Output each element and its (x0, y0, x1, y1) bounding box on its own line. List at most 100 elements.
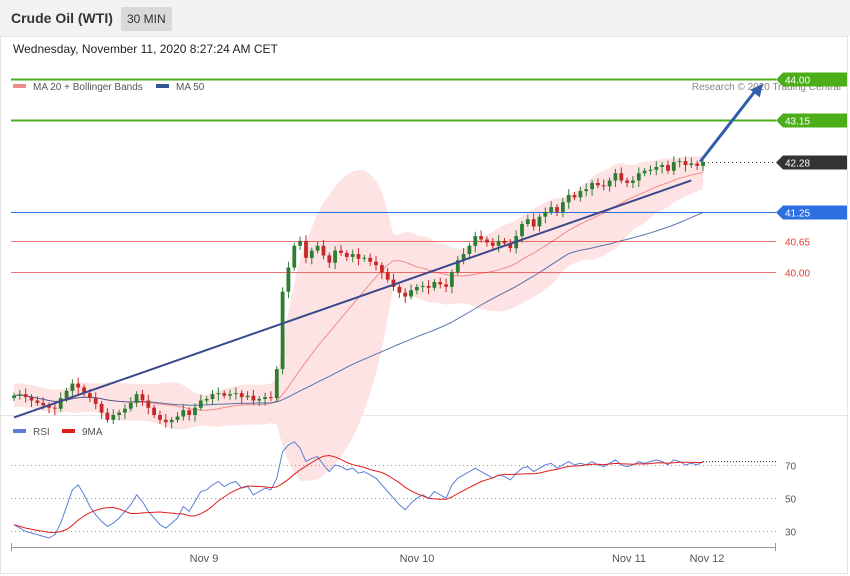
candle-body (117, 412, 121, 415)
candle-body (158, 415, 162, 420)
candle-body (543, 211, 548, 217)
candle-body (490, 242, 495, 246)
candle-body (152, 407, 156, 415)
candle-body (187, 410, 192, 415)
candle-body (689, 163, 694, 165)
candle-body (198, 400, 203, 408)
legend-label: MA 20 + Bollinger Bands (33, 82, 143, 93)
candle-body (566, 195, 571, 203)
rsi-tick-label: 70 (785, 462, 797, 473)
candle-body (590, 182, 594, 190)
candle-body (181, 410, 186, 417)
candle-body (420, 285, 425, 287)
legend-label: MA 50 (176, 82, 205, 93)
candle-body (315, 245, 320, 251)
candle-body (239, 393, 244, 398)
candle-body (146, 400, 151, 408)
candle-body (64, 390, 69, 399)
rsi-legend-swatch (62, 429, 75, 433)
candle-body (397, 286, 402, 293)
candle-body (304, 240, 308, 258)
target-level-label: 44.00 (785, 76, 810, 87)
candle-body (321, 245, 326, 256)
candle-body (298, 240, 302, 246)
x-tick-label: Nov 11 (612, 553, 646, 565)
candle-body (368, 257, 373, 262)
candle-body (234, 393, 238, 395)
candle-body (391, 279, 396, 287)
candle-body (461, 254, 466, 261)
candle-body (520, 224, 524, 237)
candle-body (403, 292, 408, 297)
candle-body (607, 180, 612, 187)
rsi-ma-line (13, 454, 703, 534)
candle-body (415, 286, 419, 291)
x-tick-label: Nov 12 (690, 553, 725, 565)
candle-body (444, 284, 448, 287)
candle-body (12, 395, 16, 399)
candle-body (17, 394, 22, 396)
chart-header: Crude Oil (WTI) 30 MIN (0, 0, 850, 36)
candle-body (88, 393, 92, 398)
candle-body (123, 408, 127, 413)
ma50-line (13, 211, 704, 406)
candle-body (596, 182, 600, 186)
candle-body (175, 416, 180, 420)
candle-body (70, 383, 75, 391)
last-price-label: 42.28 (785, 159, 810, 170)
candle-body (385, 272, 390, 280)
candle-body (309, 250, 314, 258)
candle-body (169, 419, 174, 423)
target-level-tag (776, 113, 847, 128)
timeframe-button[interactable]: 30 MIN (121, 7, 172, 31)
chart-datetime: Wednesday, November 11, 2020 8:27:24 AM … (13, 42, 278, 56)
candle-body (467, 245, 472, 254)
candle-body (210, 394, 215, 399)
candle-body (222, 393, 227, 396)
candle-body (344, 253, 349, 257)
candle-body (631, 180, 635, 183)
candle-body (53, 407, 57, 409)
candle-body (58, 398, 63, 409)
target-level-label: 43.15 (785, 117, 810, 128)
projection-arrow-line (699, 87, 759, 163)
candle-body (450, 272, 454, 287)
candle-body (93, 398, 98, 404)
bollinger-band (14, 155, 703, 481)
candle-body (508, 243, 513, 249)
candle-body (525, 219, 530, 224)
candle-body (601, 185, 606, 187)
candle-body (333, 250, 337, 263)
candle-body (99, 403, 104, 413)
candle-body (111, 415, 116, 420)
rsi-legend-label: RSI (33, 427, 50, 438)
rsi-legend-swatch (13, 429, 26, 433)
candle-body (432, 282, 437, 288)
candle-body (76, 383, 81, 388)
x-tick-label: Nov 9 (190, 553, 219, 565)
candle-body (269, 397, 273, 399)
rsi-line (13, 441, 704, 539)
candle-body (409, 290, 413, 297)
candle-body (660, 165, 664, 167)
candle-body (263, 397, 267, 399)
pivot-level-label: 41.25 (785, 209, 810, 220)
candle-body (473, 236, 478, 246)
candle-body (654, 166, 659, 170)
target-level-tag (776, 72, 847, 87)
candle-body (578, 191, 583, 198)
candle-body (502, 240, 507, 244)
candle-body (677, 161, 682, 163)
candle-body (374, 261, 378, 266)
candle-body (251, 395, 256, 401)
candle-body (327, 255, 332, 263)
candle-body (134, 394, 139, 403)
x-tick-label: Nov 10 (400, 553, 435, 565)
candle-body (455, 260, 460, 273)
support-level-label: 40.65 (785, 238, 810, 249)
candle-body (438, 282, 443, 285)
projection-arrow-head (750, 83, 763, 98)
candle-body (549, 207, 554, 212)
candle-body (671, 162, 676, 171)
candle-body (350, 254, 355, 257)
